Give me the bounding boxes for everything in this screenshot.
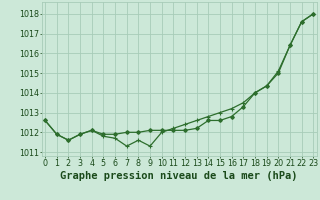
X-axis label: Graphe pression niveau de la mer (hPa): Graphe pression niveau de la mer (hPa) [60, 171, 298, 181]
